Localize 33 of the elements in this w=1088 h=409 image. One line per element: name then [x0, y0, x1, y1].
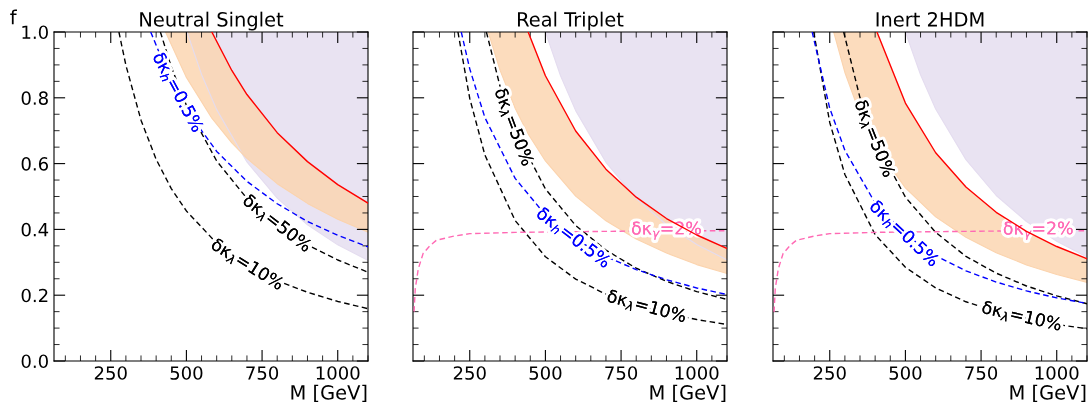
- x-tick-label: 750: [965, 366, 998, 380]
- annotation: δκ$_{h}$=0.5%: [534, 206, 613, 271]
- y-axis-title: f: [10, 9, 17, 25]
- annotation: δκ$_{λ}$=50%: [491, 87, 535, 168]
- y-tick-label: 0.2: [21, 288, 48, 303]
- y-tick-label: 0.0: [21, 354, 48, 369]
- y-tick-label: 0.8: [21, 91, 48, 105]
- x-tick-label: 250: [94, 366, 127, 380]
- y-tick-label: 1.0: [22, 25, 48, 40]
- chart-title: Neutral Singlet: [140, 11, 284, 31]
- y-tick-label: 0.6: [21, 157, 48, 171]
- x-axis-title: M [GeV]: [650, 384, 726, 403]
- annotation: δκ$_{λ}$=50%: [851, 98, 897, 179]
- x-axis-title: M [GeV]: [1010, 384, 1086, 403]
- x-tick-label: 500: [170, 366, 203, 380]
- x-tick-label: 1000: [316, 366, 360, 380]
- chart-title: Real Triplet: [517, 11, 624, 31]
- x-tick-label: 750: [605, 366, 638, 380]
- annotation: δκ$_{λ}$=10%: [980, 300, 1063, 334]
- x-tick-label: 500: [889, 366, 922, 380]
- x-tick-label: 750: [246, 366, 279, 380]
- x-tick-label: 1000: [675, 366, 719, 380]
- x-tick-label: 250: [813, 366, 846, 380]
- annotation: δκ$_{h}$=0.5%: [867, 198, 941, 270]
- chart-title: Inert 2HDM: [876, 12, 984, 27]
- x-tick-label: 250: [453, 366, 486, 380]
- annotation: δκ$_{h}$=0.5%: [149, 51, 205, 135]
- x-tick-label: 500: [529, 366, 562, 380]
- x-axis-title: M [GeV]: [291, 384, 367, 403]
- x-tick-label: 1000: [1035, 366, 1079, 380]
- annotation: δκ$_{λ}$=10%: [605, 288, 688, 326]
- y-tick-label: 0.4: [21, 222, 49, 237]
- annotation: δκ$_{λ}$=10%: [210, 237, 286, 291]
